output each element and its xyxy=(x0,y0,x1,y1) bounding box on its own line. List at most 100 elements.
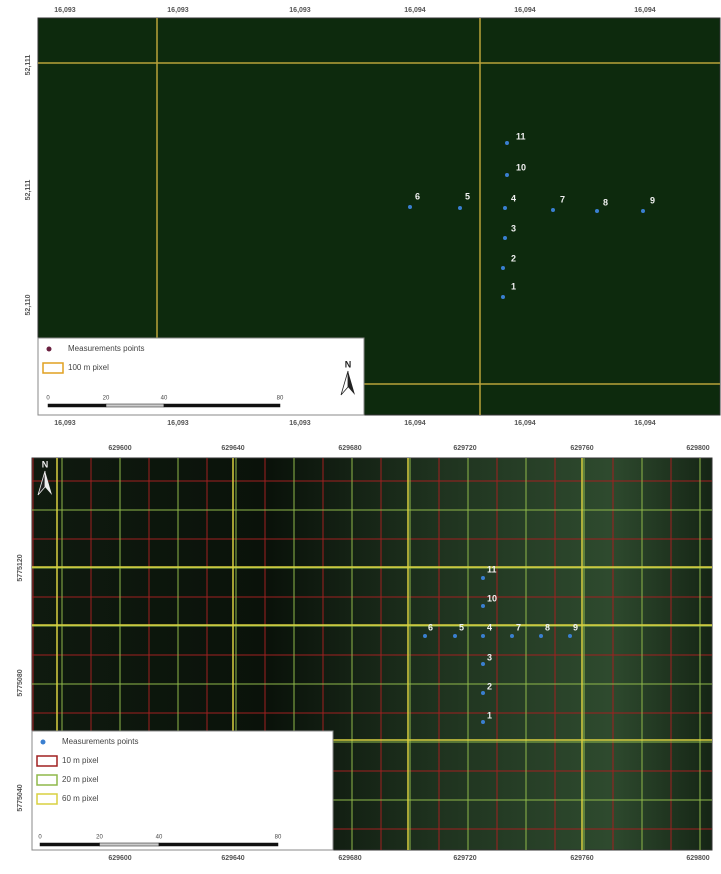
point-label: 7 xyxy=(516,622,521,632)
legend-box xyxy=(32,731,333,850)
point-label: 2 xyxy=(487,681,492,691)
left-axis-label: 52,111 xyxy=(25,55,32,76)
measurement-point xyxy=(408,205,412,209)
point-label: 5 xyxy=(465,191,470,201)
left-axis-label: 52,111 xyxy=(25,180,32,201)
bottom-axis-label: 16,093 xyxy=(289,420,311,427)
point-label: 11 xyxy=(487,564,497,574)
top-axis-label: 629720 xyxy=(453,445,476,452)
measurement-point xyxy=(503,236,507,240)
point-label: 3 xyxy=(511,223,516,233)
scale-label: 80 xyxy=(277,396,284,402)
scale-label: 20 xyxy=(103,396,110,402)
point-label: 5 xyxy=(459,622,464,632)
measurement-point xyxy=(453,634,457,638)
legend-label: 10 m pixel xyxy=(62,756,99,765)
bottom-axis-label: 16,093 xyxy=(54,420,76,427)
legend-label: 100 m pixel xyxy=(68,363,109,372)
point-label: 8 xyxy=(545,622,550,632)
measurement-point xyxy=(641,209,645,213)
bottom-axis-label: 16,094 xyxy=(404,420,426,427)
point-label: 9 xyxy=(573,622,578,632)
measurement-point xyxy=(423,634,427,638)
scale-label: 20 xyxy=(96,835,103,841)
bottom-axis-label: 629720 xyxy=(453,855,476,862)
bottom-axis-label: 629680 xyxy=(338,855,361,862)
measurement-point xyxy=(505,141,509,145)
point-label: 6 xyxy=(428,622,433,632)
top-axis-label: 629640 xyxy=(221,445,244,452)
measurement-point xyxy=(505,173,509,177)
measurement-point xyxy=(481,691,485,695)
scale-bar-segment xyxy=(159,843,278,846)
measurement-point xyxy=(503,206,507,210)
top-axis-label: 16,093 xyxy=(289,7,311,14)
top-axis-label: 16,093 xyxy=(167,7,189,14)
legend-label: Measurements points xyxy=(68,344,144,353)
point-label: 4 xyxy=(511,193,516,203)
measurement-point xyxy=(481,576,485,580)
top-axis-label: 629800 xyxy=(686,445,709,452)
left-axis-label: 5775040 xyxy=(17,784,24,811)
measurement-point xyxy=(595,209,599,213)
top-axis-label: 629680 xyxy=(338,445,361,452)
point-label: 1 xyxy=(487,710,492,720)
top-axis-label: 629760 xyxy=(570,445,593,452)
bottom-axis-label: 16,093 xyxy=(167,420,189,427)
scale-bar-segment xyxy=(40,843,100,846)
point-label: 3 xyxy=(487,652,492,662)
bottom-axis-label: 629800 xyxy=(686,855,709,862)
legend-label: 20 m pixel xyxy=(62,775,99,784)
measurement-point xyxy=(551,208,555,212)
top-axis-label: 16,093 xyxy=(54,7,76,14)
measurement-point xyxy=(458,206,462,210)
top-axis-label: 16,094 xyxy=(514,7,536,14)
scale-label: 80 xyxy=(275,835,282,841)
measurement-point xyxy=(501,266,505,270)
point-label: 4 xyxy=(487,622,492,632)
north-label: N xyxy=(42,459,49,469)
scale-bar-segment xyxy=(48,404,106,407)
bottom-axis-label: 629640 xyxy=(221,855,244,862)
top-axis-label: 16,094 xyxy=(634,7,656,14)
measurement-point xyxy=(568,634,572,638)
scale-label: 40 xyxy=(161,396,168,402)
point-label: 1 xyxy=(511,281,516,291)
scale-bar-segment xyxy=(106,404,164,407)
point-label: 8 xyxy=(603,197,608,207)
measurement-point xyxy=(539,634,543,638)
figure: 16,093 16,093 16,093 16,093 16,093 16,093 16,0… xyxy=(0,0,721,874)
scale-label: 40 xyxy=(156,835,163,841)
left-axis-label: 5775120 xyxy=(17,554,24,581)
top-axis-label: 16,094 xyxy=(404,7,426,14)
point-label: 9 xyxy=(650,195,655,205)
measurement-point xyxy=(481,634,485,638)
scale-bar-segment xyxy=(164,404,280,407)
left-axis-label: 52,110 xyxy=(25,294,32,315)
point-label: 6 xyxy=(415,191,420,201)
north-label: N xyxy=(345,359,352,369)
measurement-point xyxy=(510,634,514,638)
bottom-axis-label: 629760 xyxy=(570,855,593,862)
top-axis-label: 629600 xyxy=(108,445,131,452)
point-label: 7 xyxy=(560,194,565,204)
left-axis-label: 5775080 xyxy=(17,669,24,696)
legend-label: Measurements points xyxy=(62,737,138,746)
measurement-point xyxy=(481,720,485,724)
map-panel: 6296006296006296406296406296806296806297… xyxy=(17,445,712,862)
bottom-axis-label: 16,094 xyxy=(634,420,656,427)
measurement-point xyxy=(481,662,485,666)
map-panel: 16,093 16,093 16,093 16,093 16,093 16,093 16,0… xyxy=(25,7,720,427)
point-label: 11 xyxy=(516,131,526,141)
legend-point xyxy=(47,347,52,352)
point-label: 10 xyxy=(487,593,497,603)
bottom-axis-label: 629600 xyxy=(108,855,131,862)
point-label: 2 xyxy=(511,253,516,263)
point-label: 10 xyxy=(516,162,526,172)
measurement-point xyxy=(481,604,485,608)
measurement-point xyxy=(501,295,505,299)
scale-bar-segment xyxy=(100,843,160,846)
legend-label: 60 m pixel xyxy=(62,794,99,803)
legend-point xyxy=(41,740,46,745)
bottom-axis-label: 16,094 xyxy=(514,420,536,427)
